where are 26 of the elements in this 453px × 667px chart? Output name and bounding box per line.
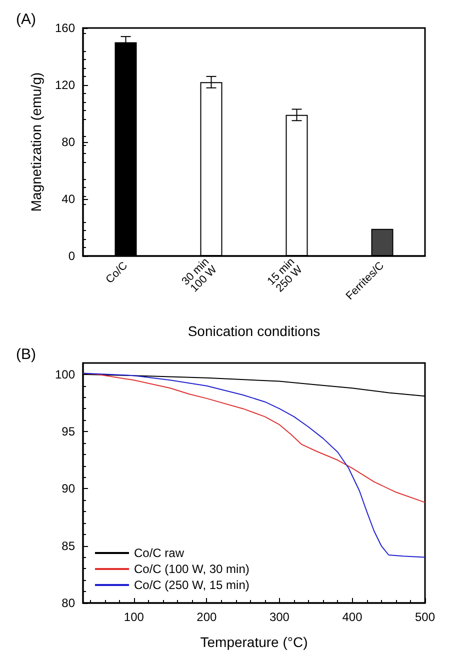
x-axis-title: Sonication conditions	[188, 323, 320, 339]
x-tick-label: 200	[196, 610, 218, 624]
x-tick-label: 500	[414, 610, 436, 624]
legend-label: Co/C (250 W, 15 min)	[134, 578, 250, 592]
y-axis-title: Magnetization (emu/g)	[28, 72, 44, 212]
y-tick-label: 100	[54, 367, 76, 382]
text: (A)	[16, 11, 36, 28]
legend-label: Co/C (100 W, 30 min)	[134, 562, 250, 576]
y-tick-label: 85	[62, 538, 76, 553]
y-tick-label: 40	[62, 192, 76, 206]
y-tick-label: 120	[54, 78, 76, 92]
line-series	[82, 372, 426, 558]
legend-label: Co/C raw	[134, 546, 184, 560]
y-tick-label: 80	[62, 596, 76, 610]
text: (B)	[16, 346, 36, 363]
y-tick-label: 95	[62, 424, 76, 439]
y-tick-label: 0	[68, 249, 76, 263]
y-tick-label: 80	[62, 135, 76, 149]
y-tick-label: 160	[54, 21, 76, 35]
x-tick-label: 400	[342, 610, 363, 624]
x-axis-title: Temperature (°C)	[200, 634, 308, 650]
x-tick-label: 300	[269, 610, 290, 624]
y-tick-label: 90	[62, 482, 76, 496]
x-tick-label: 30 min 100 W	[180, 256, 220, 295]
x-tick-label: 100	[124, 610, 144, 624]
x-tick-label: 15 min 250 W	[265, 256, 306, 295]
